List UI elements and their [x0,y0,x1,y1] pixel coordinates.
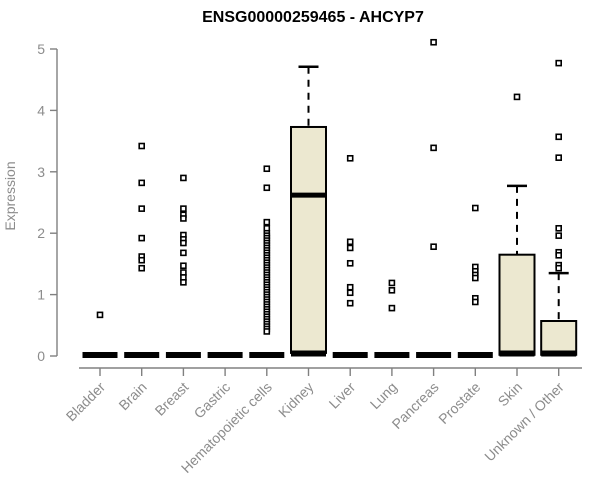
collapsed-box-bar [249,352,285,358]
outlier-point [555,133,563,141]
collapsed-box-bar [82,352,118,358]
plot-area [82,38,578,358]
outlier-point [471,274,479,282]
outlier-point [471,204,479,212]
box-unknown-other [540,59,578,357]
outlier-point [555,264,563,272]
x-category-label: Kidney [275,379,317,421]
box-hematopoietic-cells [249,165,285,358]
outlier-point [555,59,563,67]
collapsed-box-bar [416,352,452,358]
outlier-point [263,328,271,335]
box-gastric [207,352,243,358]
box-rect [498,253,536,356]
outlier-point [138,142,145,150]
outlier-point [263,218,271,226]
collapsed-box-bar [207,352,243,358]
median-line [291,192,326,198]
outlier-point [388,279,396,287]
outlier-point [555,224,563,232]
outlier-point [346,259,354,267]
outlier-point [430,243,437,251]
outlier-point [346,299,354,307]
bottom-bar [291,350,326,357]
box-bladder [82,311,118,358]
outlier-point [263,165,271,173]
x-category-label: Unknown / Other [481,379,567,465]
x-category-label: Bladder [63,379,109,425]
outlier-point [180,239,187,247]
box-skin [498,93,536,357]
outlier-point [138,234,145,242]
box-rect [540,320,578,356]
outlier-point [138,256,145,264]
box-brain [124,142,160,358]
x-category-label: Breast [152,379,192,419]
outlier-point [96,311,104,319]
outlier-point [346,238,354,246]
outlier-point [430,144,437,152]
outlier-point [180,249,187,257]
box-rect [290,125,327,354]
chart-title: ENSG00000259465 - AHCYP7 [202,9,424,26]
outlier-point [388,287,396,294]
outlier-point [180,205,187,212]
x-category-label: Liver [326,379,359,412]
outlier-point [388,304,396,312]
collapsed-box-bar [332,352,368,358]
y-axis-label: Expression [2,161,18,230]
box-breast [165,174,201,358]
outlier-point [430,38,437,46]
outlier-point [263,184,271,192]
collapsed-box-bar [165,352,201,358]
y-tick-label: 5 [37,41,45,57]
y-tick-label: 2 [37,225,45,241]
outlier-point [180,174,187,182]
bottom-bar [499,350,535,357]
outlier-point [346,283,354,291]
outlier-point [346,289,354,297]
collapsed-box-bar [374,352,410,358]
y-tick-label: 0 [37,348,45,364]
outlier-point [138,264,145,272]
outlier-point [346,154,354,162]
y-tick-label: 1 [37,287,45,303]
x-category-label: Skin [495,379,526,410]
box-liver [332,154,368,358]
bottom-bar [541,350,577,357]
box-prostate [457,204,493,358]
outlier-point [555,154,563,161]
y-tick-label: 4 [37,102,45,118]
x-category-label: Prostate [435,379,483,427]
box-lung [374,279,410,358]
outlier-point [555,232,563,239]
x-category-label: Brain [115,379,149,413]
box-kidney [290,65,327,357]
outlier-point [346,244,354,252]
y-tick-label: 3 [37,164,45,180]
outlier-point [471,298,479,306]
outlier-point [138,205,145,212]
outlier-point [180,262,187,270]
box-pancreas [416,38,452,358]
x-category-label: Lung [367,379,400,412]
outlier-point [180,279,187,286]
outlier-point [513,93,521,101]
outlier-point [138,179,145,187]
outlier-point [555,252,563,259]
outlier-point [180,215,187,222]
collapsed-box-bar [124,352,160,358]
collapsed-box-bar [457,352,493,358]
